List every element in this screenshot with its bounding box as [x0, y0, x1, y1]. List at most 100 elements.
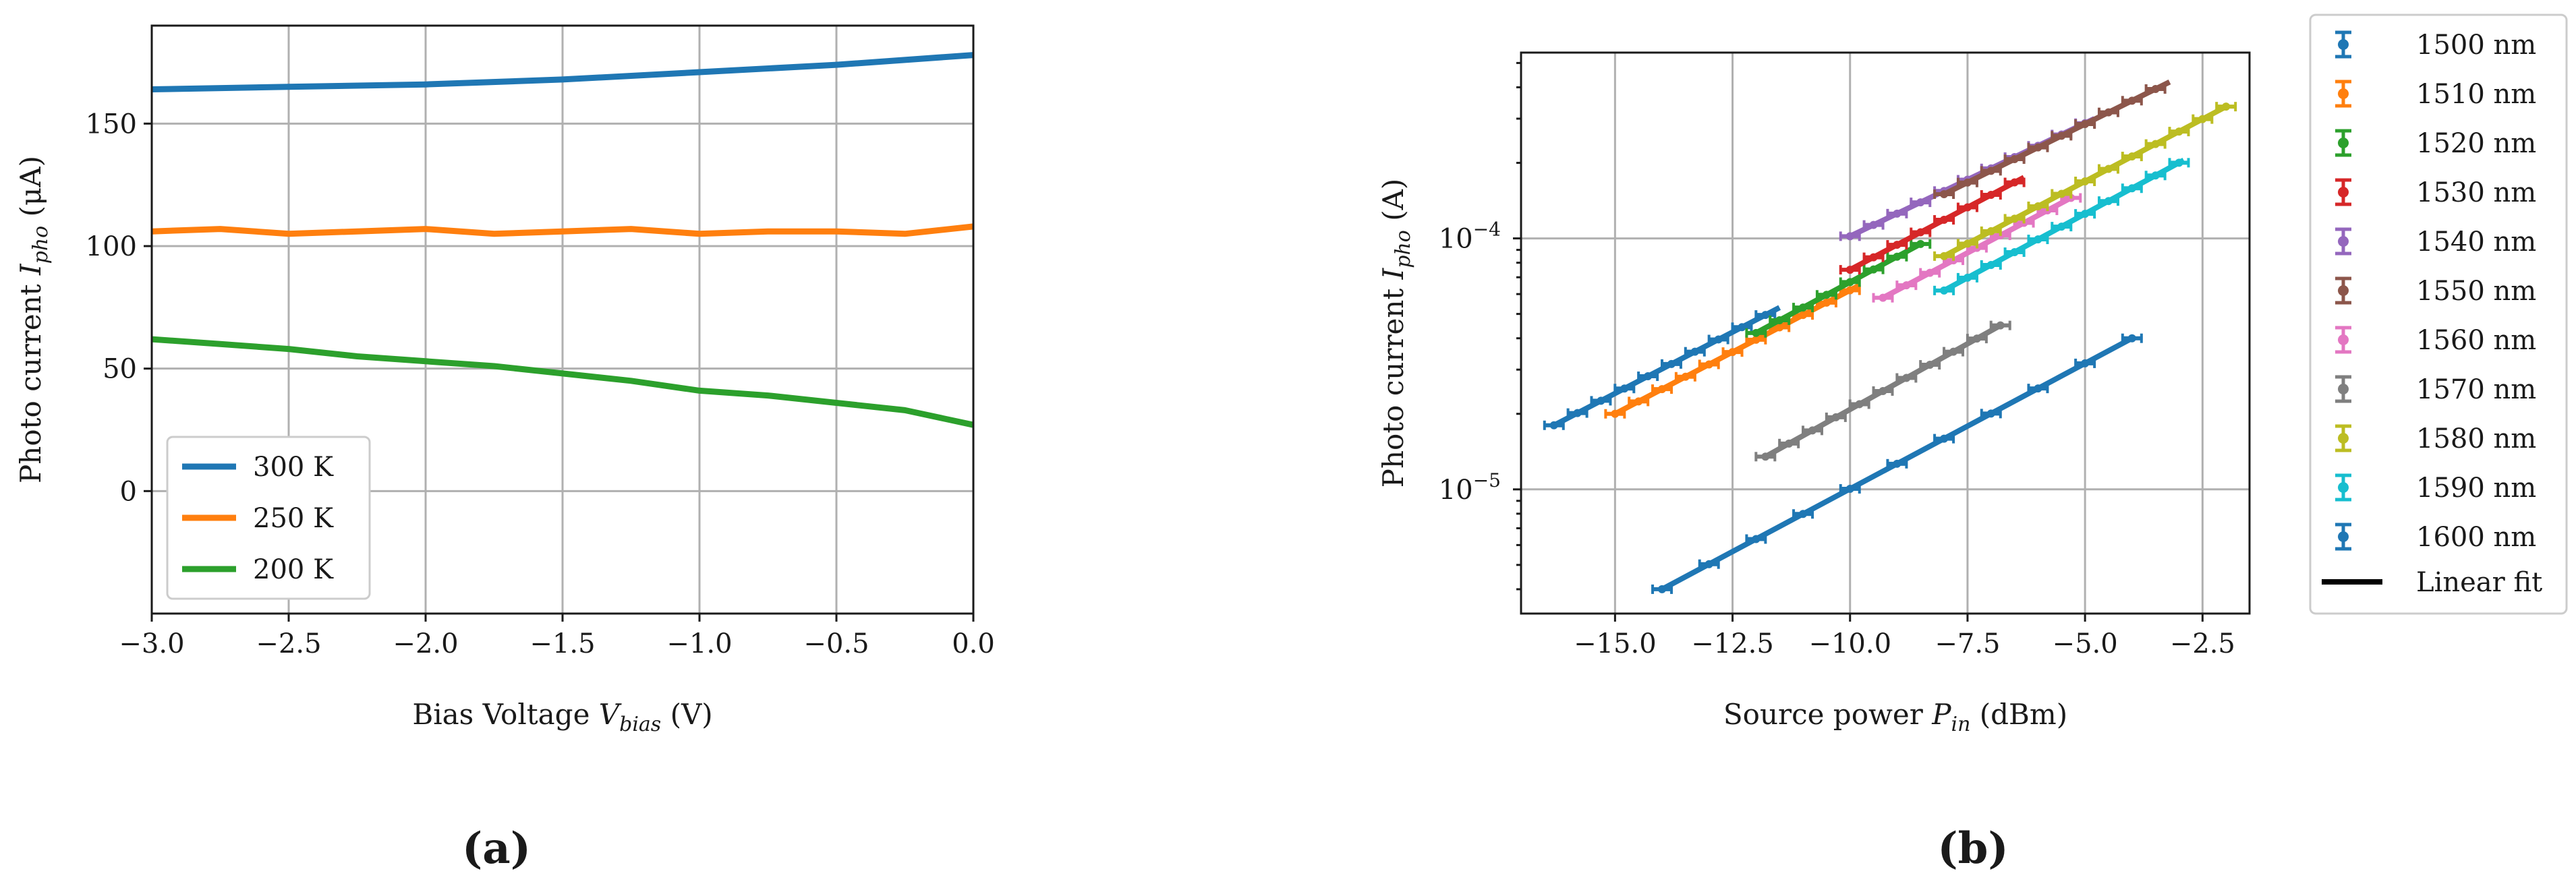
b-y-tick-label: 10−4: [1439, 218, 1501, 255]
b-point-1580nm: [2081, 177, 2090, 185]
a-legend-label-250k: 250 K: [253, 503, 334, 534]
b-point-1500nm: [1620, 384, 1629, 393]
b-point-1570nm: [1926, 361, 1935, 369]
b-point-1600nm: [1893, 459, 1901, 468]
b-point-1550nm: [2081, 120, 2090, 129]
b-axes-frame: [1520, 51, 2251, 615]
b-point-1530nm: [1869, 253, 1878, 262]
a-x-tick-label: 0.0: [952, 628, 995, 659]
b-legend-marker: [2338, 433, 2349, 444]
b-point-1510nm: [1634, 397, 1643, 406]
b-point-1580nm: [2175, 127, 2183, 136]
b-point-1550nm: [2010, 155, 2019, 164]
b-point-1600nm: [1940, 434, 1949, 443]
b-series-line-1520nm: [1754, 241, 1922, 336]
b-point-1580nm: [2151, 140, 2160, 148]
b-grid: [1521, 53, 2250, 614]
b-series-line-1530nm: [1848, 175, 2026, 272]
b-point-1510nm: [1658, 385, 1667, 394]
b-point-1530nm: [1940, 216, 1949, 225]
a-series-line-250k: [151, 223, 974, 237]
b-point-1600nm: [1705, 560, 1713, 568]
b-point-1520nm: [1752, 328, 1761, 337]
b-point-1570nm: [1902, 374, 1911, 382]
b-point-1590nm: [2104, 197, 2113, 206]
b-legend-label: 1540 nm: [2416, 227, 2536, 258]
a-x-tick-label: −1.5: [529, 628, 595, 659]
b-point-1550nm: [2034, 143, 2042, 152]
b-point-1580nm: [2198, 115, 2207, 123]
b-point-1530nm: [1893, 241, 1901, 249]
b-ticks: −15.0 −12.5 −10.0 −7.5 −5.0 −2.5 10−5 10−4: [1439, 61, 2235, 659]
b-point-1600nm: [2081, 359, 2090, 367]
b-point-1580nm: [1986, 227, 1995, 235]
b-point-1570nm: [1972, 334, 1981, 343]
b-x-tick-label: −7.5: [1935, 628, 2000, 659]
b-legend-item-1530nm: 1530 nm: [2335, 177, 2536, 208]
b-point-1500nm: [1738, 323, 1746, 332]
b-legend-item-linear-fit: Linear fit: [2322, 567, 2542, 598]
b-legend-label: 1530 nm: [2416, 177, 2536, 208]
b-series-1520nm: [1745, 239, 1932, 338]
b-point-1570nm: [1879, 386, 1887, 395]
b-point-1510nm: [1611, 409, 1620, 418]
b-legend-marker: [2338, 384, 2349, 394]
b-point-1520nm: [1869, 265, 1878, 274]
b-point-1560nm: [1926, 268, 1935, 277]
a-x-tick-label: −3.0: [119, 628, 184, 659]
b-legend-fit-label: Linear fit: [2416, 567, 2542, 598]
b-point-1580nm: [2010, 214, 2019, 223]
panel-b-chart: −15.0 −12.5 −10.0 −7.5 −5.0 −2.5 10−5 10−4 Sour…: [1377, 13, 2568, 874]
b-point-1560nm: [1879, 293, 1887, 302]
b-point-1500nm: [1667, 359, 1676, 368]
b-point-1520nm: [1822, 291, 1831, 299]
b-legend-item-1540nm: 1540 nm: [2335, 227, 2536, 258]
b-point-1580nm: [1940, 251, 1949, 260]
b-point-1570nm: [1855, 400, 1864, 409]
b-point-1550nm: [2057, 131, 2066, 140]
b-legend: 1500 nm 1510 nm 1520 nm 1530 nm 1540 nm 1550 …: [2309, 13, 2568, 615]
b-point-1550nm: [1940, 190, 1949, 199]
a-y-tick-label: 0: [120, 476, 137, 507]
b-legend-marker: [2338, 531, 2349, 542]
a-series-line-300k: [151, 52, 974, 92]
b-point-1550nm: [1986, 167, 1995, 175]
b-legend-item-1600nm: 1600 nm: [2335, 522, 2536, 553]
b-x-tick-label: −15.0: [1574, 628, 1657, 659]
b-point-1600nm: [2127, 334, 2136, 343]
b-point-1550nm: [2104, 108, 2113, 117]
b-legend-label: 1580 nm: [2416, 423, 2536, 454]
b-point-1550nm: [2127, 96, 2136, 105]
b-point-1580nm: [2057, 189, 2066, 198]
b-point-1590nm: [2057, 222, 2066, 231]
b-point-1570nm: [1808, 426, 1816, 435]
b-point-1540nm: [1845, 232, 1854, 241]
b-point-1580nm: [1963, 239, 1972, 248]
b-panel-label: (b): [1937, 823, 2008, 874]
b-point-1510nm: [1752, 335, 1761, 344]
a-y-tick-label: 150: [86, 109, 137, 140]
a-y-tick-label: 100: [86, 231, 137, 262]
b-point-1590nm: [2151, 171, 2160, 180]
b-point-1500nm: [1644, 372, 1653, 381]
b-point-1570nm: [1785, 439, 1794, 448]
a-panel-label: (a): [462, 823, 531, 874]
b-point-1530nm: [1963, 203, 1972, 212]
b-legend-label: 1570 nm: [2416, 374, 2536, 405]
a-x-axis-label: Bias Voltage Vbias (V): [412, 698, 712, 736]
b-x-tick-label: −12.5: [1691, 628, 1774, 659]
b-legend-item-1590nm: 1590 nm: [2335, 473, 2536, 504]
b-x-tick-label: −2.5: [2170, 628, 2235, 659]
b-series-1590nm: [1933, 158, 2190, 295]
a-y-axis-label: Photo current Ipho (μA): [14, 156, 53, 483]
b-y-tick-label: 10−5: [1439, 469, 1501, 506]
b-point-1590nm: [1986, 260, 1995, 269]
b-point-1590nm: [1940, 286, 1949, 295]
b-point-1540nm: [1869, 220, 1878, 229]
b-point-1510nm: [1799, 311, 1808, 320]
b-x-tick-label: −5.0: [2053, 628, 2118, 659]
a-x-tick-label: −0.5: [803, 628, 869, 659]
b-point-1500nm: [1573, 409, 1582, 417]
b-legend-marker: [2338, 285, 2349, 296]
b-legend-item-1580nm: 1580 nm: [2335, 423, 2536, 454]
